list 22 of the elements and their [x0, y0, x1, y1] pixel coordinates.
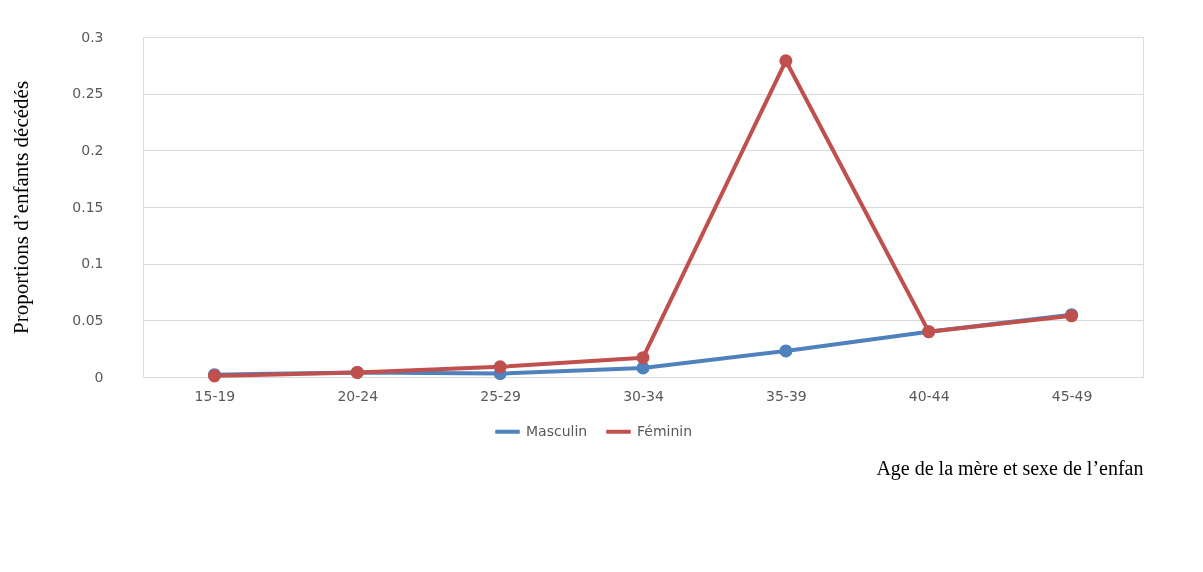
x-tick-label: 35-39: [766, 387, 807, 404]
y-tick-label: 0.3: [81, 28, 104, 45]
y-axis-title: Proportions d’enfants décédés: [9, 80, 34, 335]
y-tick-label: 0: [94, 368, 104, 385]
point: [493, 360, 507, 374]
legend-label: Féminin: [637, 422, 693, 439]
point: [779, 344, 793, 358]
x-tick-label: 20-24: [337, 387, 379, 404]
x-axis-title: Age de la mère et sexe de l’enfan: [876, 456, 1144, 480]
x-tick-label: 25-29: [480, 387, 521, 404]
y-tick-label: 0.05: [72, 311, 104, 328]
point: [779, 54, 793, 68]
x-tick-label: 40-44: [908, 387, 950, 404]
y-tick-label: 0.2: [81, 141, 104, 158]
x-tick-label: 15-19: [194, 387, 236, 404]
y-tick-label: 0.1: [81, 255, 104, 272]
x-tick-label: 30-34: [623, 387, 664, 404]
y-tick-label: 0.15: [72, 198, 104, 215]
point: [636, 351, 650, 365]
y-tick-label: 0.25: [72, 85, 104, 102]
legend-label: Masculin: [526, 422, 588, 439]
x-tick-label: 45-49: [1051, 387, 1093, 404]
